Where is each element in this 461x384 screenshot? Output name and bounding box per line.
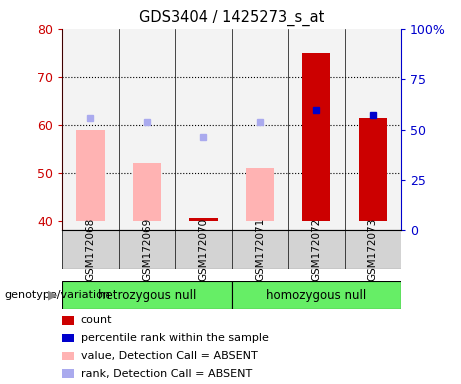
Bar [302, 53, 331, 221]
Bar [288, 29, 344, 230]
Bar [62, 334, 74, 343]
Bar [118, 230, 175, 269]
Bar [62, 369, 74, 378]
Bar [62, 230, 118, 269]
Text: GSM172072: GSM172072 [311, 218, 321, 281]
Bar [344, 29, 401, 230]
FancyBboxPatch shape [62, 281, 231, 309]
Bar [133, 163, 161, 221]
FancyBboxPatch shape [231, 281, 401, 309]
Bar [62, 352, 74, 360]
Bar [118, 29, 175, 230]
Text: rank, Detection Call = ABSENT: rank, Detection Call = ABSENT [81, 369, 252, 379]
Bar [344, 230, 401, 269]
Text: GSM172073: GSM172073 [368, 218, 378, 281]
Bar [359, 118, 387, 221]
Bar [189, 218, 218, 221]
Text: ▶: ▶ [48, 289, 58, 302]
Text: percentile rank within the sample: percentile rank within the sample [81, 333, 269, 343]
Bar [231, 230, 288, 269]
Text: count: count [81, 315, 112, 325]
Bar [175, 29, 231, 230]
Text: GSM172069: GSM172069 [142, 218, 152, 281]
Bar [62, 316, 74, 325]
Bar [77, 129, 105, 221]
Bar [175, 230, 231, 269]
Title: GDS3404 / 1425273_s_at: GDS3404 / 1425273_s_at [139, 10, 325, 26]
Bar [246, 168, 274, 221]
Text: genotype/variation: genotype/variation [5, 290, 111, 300]
Text: GSM172070: GSM172070 [198, 218, 208, 281]
Text: value, Detection Call = ABSENT: value, Detection Call = ABSENT [81, 351, 258, 361]
Text: GSM172068: GSM172068 [85, 218, 95, 281]
Bar [62, 29, 118, 230]
Text: homozygous null: homozygous null [266, 289, 366, 302]
Text: GSM172071: GSM172071 [255, 218, 265, 281]
Bar [288, 230, 344, 269]
Bar [231, 29, 288, 230]
Text: hetrozygous null: hetrozygous null [98, 289, 196, 302]
